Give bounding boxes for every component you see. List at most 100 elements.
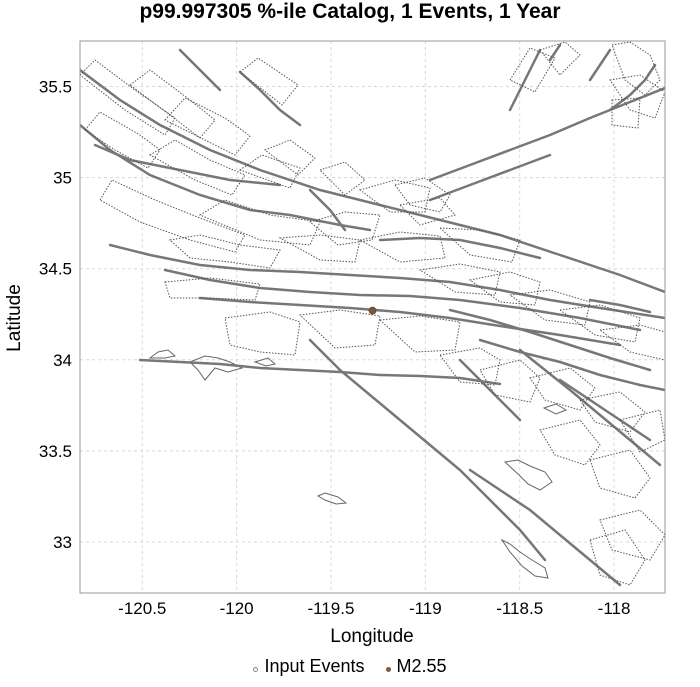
fault-plane [224, 311, 301, 356]
x-tick-label: -118.5 [496, 599, 543, 618]
x-axis-ticks: -120.5 -120 -119.5 -119 -118.5 -118 [118, 599, 630, 618]
fault-plane [99, 179, 246, 253]
plot-frame [79, 40, 666, 594]
y-axis-label: Latitude [4, 284, 25, 352]
fault-plane [619, 409, 665, 453]
coastline-islands [148, 349, 568, 579]
fault-plane [398, 197, 456, 226]
fault-plane [198, 199, 321, 246]
fault-plane [298, 309, 381, 349]
fault-line [608, 63, 657, 112]
fault-plane [263, 139, 316, 176]
fault-plane [479, 359, 541, 403]
fault-plane [611, 97, 641, 129]
fault-line [478, 338, 665, 392]
fault-plane [438, 227, 521, 263]
fault-plane [589, 449, 651, 499]
x-tick-label: -118 [598, 599, 631, 618]
fault-line [308, 188, 347, 232]
x-axis-label: Longitude [330, 626, 413, 647]
fault-line [80, 68, 665, 294]
legend-item-input-events: Input Events [253, 656, 365, 677]
fault-plane [164, 97, 251, 156]
fault-plane [238, 154, 301, 189]
fault-plane [539, 41, 581, 76]
y-axis-ticks: 35.5 35 34.5 34 33.5 33 [39, 78, 72, 552]
chart-title: p99.997305 %-ile Catalog, 1 Events, 1 Ye… [139, 0, 561, 23]
fault-line [378, 236, 542, 260]
fault-plane [418, 263, 501, 296]
fault-plane [598, 324, 665, 361]
fault-plane [278, 234, 361, 263]
fault-line [588, 298, 652, 314]
event-marker [368, 306, 377, 315]
fault-line [428, 153, 552, 202]
fault-plane [358, 231, 446, 263]
y-tick-label: 34 [53, 351, 72, 370]
island [148, 349, 177, 359]
fault-plane [579, 391, 646, 433]
fault-plane [439, 347, 501, 386]
fault-line [548, 43, 562, 62]
fault-plane [611, 41, 661, 96]
fault-plane [508, 289, 591, 326]
fault-plane [509, 47, 556, 93]
x-tick-label: -119.5 [308, 599, 355, 618]
y-tick-label: 33 [53, 533, 72, 552]
fault-line [163, 268, 642, 332]
fault-line [238, 70, 302, 127]
fault-plane [589, 529, 646, 586]
island [542, 403, 568, 415]
y-tick-label: 35 [53, 169, 72, 188]
fault-plane [80, 59, 176, 136]
filled-circle-icon [385, 666, 391, 672]
island [500, 538, 549, 579]
fault-map [80, 41, 665, 587]
hollow-circle-icon [253, 666, 259, 672]
island [316, 492, 348, 505]
fault-line [588, 48, 612, 82]
x-tick-label: -119 [409, 599, 442, 618]
fault-line [93, 143, 282, 187]
fault-plane [529, 367, 596, 411]
fault-plane [84, 111, 161, 169]
fault-line [138, 358, 502, 386]
fault-line [448, 308, 652, 372]
y-tick-label: 34.5 [39, 260, 72, 279]
x-tick-label: -120 [220, 599, 254, 618]
fault-line [178, 48, 222, 92]
island [189, 355, 244, 381]
fault-line [308, 338, 547, 562]
fault-plane [319, 161, 366, 196]
fault-plane [308, 211, 381, 246]
fault-plane-outlines [80, 41, 665, 586]
fault-plane [239, 57, 299, 106]
event-markers [368, 306, 377, 315]
fault-plane [558, 304, 641, 343]
y-tick-label: 33.5 [39, 442, 72, 461]
fault-line [458, 358, 522, 422]
x-tick-label: -120.5 [118, 599, 166, 618]
fault-plane [149, 139, 246, 196]
fault-plane [599, 509, 665, 561]
fault-line [508, 48, 542, 112]
legend-label: M2.55 [396, 656, 447, 676]
fault-line [558, 378, 652, 442]
fault-line [468, 468, 622, 587]
fault-line [198, 296, 622, 347]
legend: Input Events M2.55 [0, 656, 700, 677]
fault-plane [164, 277, 261, 301]
legend-item-magnitude: M2.55 [385, 656, 447, 677]
island [253, 357, 277, 367]
fault-plane [609, 74, 665, 119]
fault-line [428, 86, 665, 182]
fault-line [108, 243, 665, 320]
fault-plane [378, 315, 461, 353]
fault-plane [168, 234, 281, 269]
y-tick-label: 35.5 [39, 78, 72, 97]
island [503, 459, 553, 491]
fault-plane [539, 419, 601, 466]
legend-label: Input Events [264, 656, 365, 676]
fault-plane [468, 271, 541, 306]
